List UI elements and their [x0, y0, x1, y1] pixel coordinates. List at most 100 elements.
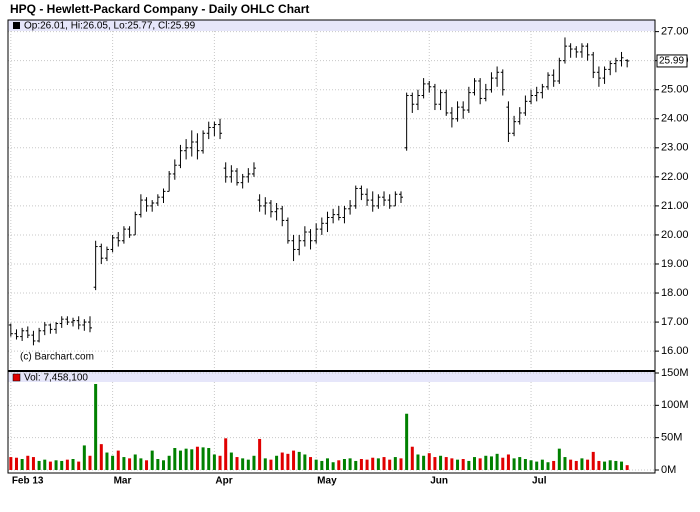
- volume-bar: [506, 454, 510, 470]
- volume-legend: Vol: 7,458,100: [24, 373, 88, 384]
- y-tick-label: 24.00: [661, 113, 689, 125]
- volume-bar: [212, 454, 216, 470]
- y-tick-label: 150M: [661, 367, 689, 379]
- volume-bar: [422, 455, 426, 470]
- volume-bar: [252, 455, 256, 470]
- volume-bar: [597, 460, 601, 470]
- volume-bar: [201, 447, 205, 470]
- volume-bar: [167, 455, 171, 470]
- volume-bar: [263, 458, 267, 470]
- volume-bar: [292, 450, 296, 470]
- volume-bar: [178, 450, 182, 470]
- volume-bar: [162, 460, 165, 470]
- volume-bar: [246, 459, 250, 470]
- volume-bar: [241, 458, 245, 470]
- y-tick-label: 23.00: [661, 142, 689, 154]
- volume-bar: [31, 457, 35, 470]
- x-tick-label: Jun: [430, 476, 448, 487]
- volume-bar: [71, 459, 75, 470]
- volume-bar: [184, 448, 188, 470]
- price-legend-swatch: [13, 22, 20, 29]
- volume-bar: [574, 460, 578, 470]
- last-price-label: 25.99: [659, 56, 684, 67]
- volume-bar: [314, 459, 318, 470]
- volume-bar: [286, 453, 290, 470]
- volume-bar: [337, 460, 341, 470]
- volume-bar: [111, 455, 115, 470]
- volume-bar: [43, 459, 47, 470]
- volume-bar: [133, 454, 137, 470]
- volume-bar: [501, 457, 505, 470]
- price-legend: Op:26.01, Hi:26.05, Lo:25.77, Cl:25.99: [24, 21, 196, 32]
- volume-bar: [94, 383, 98, 470]
- x-tick-label: May: [317, 476, 337, 487]
- volume-bar: [444, 457, 448, 470]
- volume-bar: [405, 413, 409, 470]
- volume-bar: [190, 449, 194, 470]
- volume-bar: [48, 461, 52, 470]
- volume-bar: [603, 461, 607, 470]
- y-tick-label: 20.00: [661, 229, 689, 241]
- x-tick-label: Jul: [532, 476, 547, 487]
- volume-bar: [365, 459, 369, 470]
- volume-bar: [145, 460, 149, 470]
- volume-bar: [557, 448, 561, 470]
- volume-bar: [275, 455, 279, 470]
- volume-bar: [258, 438, 262, 470]
- volume-bar: [77, 461, 81, 470]
- volume-bar: [348, 458, 352, 470]
- volume-bar: [105, 452, 109, 470]
- y-tick-label: 0M: [661, 464, 676, 476]
- y-tick-label: 25.00: [661, 84, 689, 96]
- volume-bar: [20, 459, 24, 470]
- volume-bar: [456, 459, 460, 470]
- volume-bar: [552, 460, 556, 470]
- volume-bar: [128, 458, 132, 470]
- x-tick-label: Mar: [114, 476, 132, 487]
- volume-bar: [608, 460, 612, 470]
- volume-bar: [303, 454, 307, 470]
- volume-bar: [427, 453, 431, 470]
- y-tick-label: 19.00: [661, 258, 689, 270]
- y-tick-label: 27.00: [661, 26, 689, 38]
- volume-bar: [195, 446, 199, 470]
- volume-bar: [433, 457, 437, 470]
- volume-bar: [60, 460, 64, 470]
- volume-bar: [625, 465, 629, 470]
- volume-bar: [297, 451, 301, 470]
- volume-bar: [9, 457, 13, 470]
- volume-bar: [359, 459, 363, 470]
- volume-bar: [280, 452, 284, 470]
- volume-bar: [529, 460, 533, 470]
- volume-bar: [65, 459, 69, 470]
- volume-bar: [580, 458, 584, 470]
- last-price-box: [656, 54, 688, 68]
- volume-header: [8, 372, 655, 382]
- volume-bar: [467, 460, 471, 470]
- volume-bar: [150, 450, 154, 470]
- volume-bar: [320, 460, 324, 470]
- volume-bar: [512, 458, 516, 470]
- x-tick-label: Feb 13: [12, 476, 44, 487]
- volume-bar: [591, 451, 595, 470]
- volume-bar: [309, 457, 313, 470]
- volume-bar: [382, 457, 386, 470]
- volume-bar: [269, 459, 273, 470]
- y-tick-label: 17.00: [661, 316, 689, 328]
- volume-bar: [331, 462, 335, 470]
- volume-bar: [523, 459, 527, 470]
- chart-title: HPQ - Hewlett-Packard Company - Daily OH…: [10, 2, 309, 16]
- volume-bar: [54, 460, 58, 470]
- volume-bar: [325, 458, 329, 470]
- volume-bar: [416, 454, 420, 470]
- price-header: [8, 20, 655, 31]
- watermark: (c) Barchart.com: [20, 352, 94, 363]
- y-tick-label: 50M: [661, 432, 682, 444]
- volume-bar: [473, 457, 476, 470]
- volume-bar: [224, 438, 228, 470]
- volume-bar: [410, 446, 414, 470]
- volume-bar: [614, 460, 618, 470]
- marks: 16.00 17.00 18.00 19.00 20.00 21.00 22.00 23.00…: [8, 26, 689, 487]
